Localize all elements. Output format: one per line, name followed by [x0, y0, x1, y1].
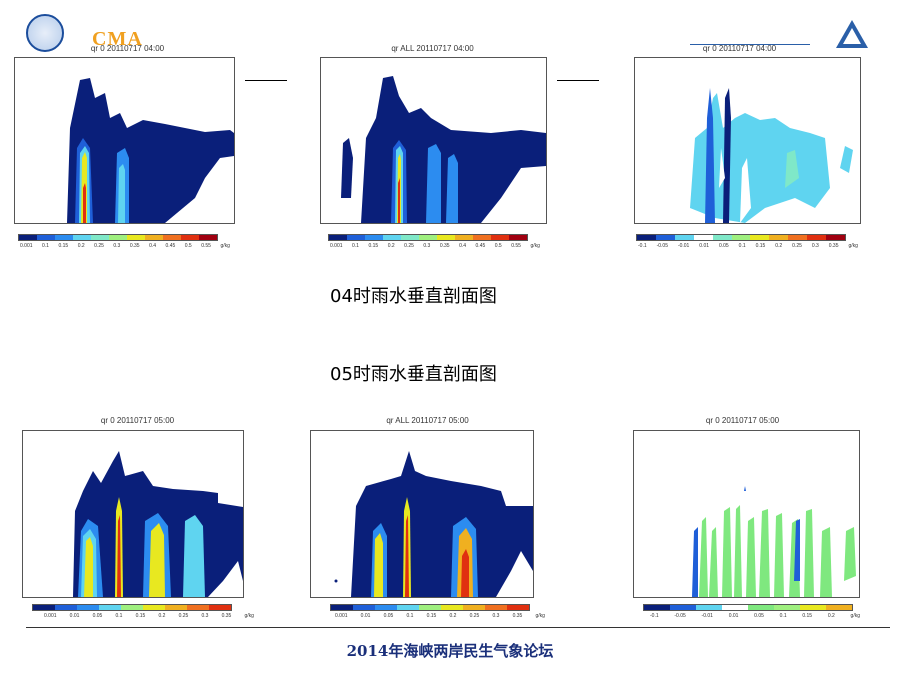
caption-05: 05时雨水垂直剖面图: [330, 364, 497, 385]
colorbar: [330, 604, 530, 611]
cma-logo-emblem: [26, 14, 64, 52]
contour-plot: [310, 430, 534, 598]
contour-graphic: [692, 486, 856, 597]
panel-title: qr ALL 20110717 05:00: [386, 416, 469, 425]
chart-panel-05-diff: qr 0 20110717 05:00 -0.1 -0.05 -0.01 0.01 0.…: [615, 416, 870, 621]
contour-graphic: [67, 78, 234, 223]
chart-panel-04-diff: qr 0 20110717 04:00 -0.1 -0.05 -0.01 0.01 0.…: [612, 44, 867, 264]
panel-title: qr ALL 20110717 04:00: [391, 44, 474, 53]
panel-title: qr 0 20110717 05:00: [705, 416, 780, 425]
panel-title: qr 0 20110717 05:00: [100, 416, 175, 425]
colorbar-labels: 0.001 0.01 0.05 0.1 0.15 0.2 0.25 0.3 0.35 g/kg: [44, 613, 254, 619]
triangle-logo-icon: [836, 20, 868, 48]
contour-plot: [633, 430, 860, 598]
contour-graphic: [73, 451, 243, 597]
colorbar: [643, 604, 853, 611]
colorbar: [636, 234, 846, 241]
contour-graphic: [690, 88, 853, 223]
colorbar: [328, 234, 528, 241]
contour-graphic: [334, 451, 533, 597]
header-rule-left: [245, 80, 287, 81]
panel-title: qr 0 20110717 04:00: [90, 44, 165, 53]
colorbar-labels: -0.1 -0.05 -0.01 0.01 0.05 0.1 0.15 0.2 0.25 0.3 0…: [638, 243, 858, 249]
colorbar-labels: 0.001 0.1 0.15 0.2 0.25 0.3 0.35 0.4 0.45 0.5 0.55…: [20, 243, 230, 249]
colorbar-labels: 0.001 0.01 0.05 0.1 0.15 0.2 0.25 0.3 0.35 g/kg: [335, 613, 545, 619]
chart-panel-05-qrall: qr ALL 20110717 05:00 0.001 0.01 0.05 0.1 0.…: [295, 416, 550, 621]
caption-04: 04时雨水垂直剖面图: [330, 286, 497, 307]
colorbar: [32, 604, 232, 611]
chart-panel-05-qr0: qr 0 20110717 05:00 0.001 0.01 0.05 0.1 0.15…: [0, 416, 255, 621]
contour-plot: [634, 57, 861, 224]
cma-logo-text: CMA: [92, 28, 143, 50]
contour-plot: [320, 57, 547, 224]
chart-panel-04-qr0: qr 0 20110717 04:00 0.001 0.1 0.15 0.2 0.25 0…: [0, 44, 245, 264]
footer-title: 2014年海峡两岸民生气象论坛: [346, 642, 554, 660]
header-rule-mid: [557, 80, 599, 81]
colorbar: [18, 234, 218, 241]
colorbar-labels: -0.1 -0.05 -0.01 0.01 0.05 0.1 0.15 0.2 g/kg: [650, 613, 860, 619]
colorbar-labels: 0.001 0.1 0.15 0.2 0.25 0.3 0.35 0.4 0.45 0.5 0.55…: [330, 243, 540, 249]
header-rule-right: [690, 44, 810, 45]
chart-panel-04-qrall: qr ALL 20110717 04:00 0.001 0.1 0.15 0.2 0.2…: [310, 44, 555, 264]
footer-rule: [26, 627, 890, 628]
contour-graphic: [341, 76, 546, 223]
panel-title: qr 0 20110717 04:00: [702, 44, 777, 53]
contour-plot: [14, 57, 235, 224]
contour-plot: [22, 430, 244, 598]
